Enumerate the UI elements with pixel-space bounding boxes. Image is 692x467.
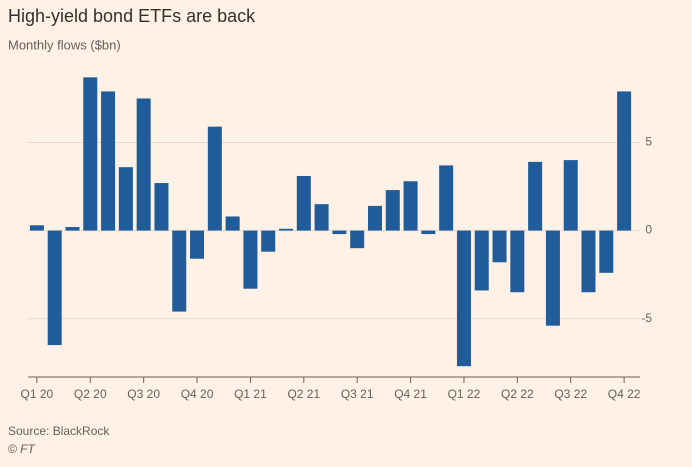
bar <box>385 190 400 231</box>
x-tick-label: Q3 20 <box>127 387 160 401</box>
x-tick-label: Q1 21 <box>234 387 267 401</box>
bar <box>225 216 240 231</box>
bar <box>439 165 454 231</box>
x-tick-label: Q2 22 <box>501 387 534 401</box>
bar <box>279 228 294 231</box>
bar <box>599 230 614 273</box>
bar <box>403 181 418 231</box>
bar <box>118 167 133 231</box>
x-tick-label: Q2 21 <box>287 387 320 401</box>
bar <box>350 230 365 249</box>
bar <box>83 77 98 231</box>
bar <box>47 230 62 346</box>
y-tick-label: 5 <box>645 135 652 149</box>
y-tick-label: 0 <box>645 223 652 237</box>
bar <box>190 230 205 259</box>
bar <box>243 230 258 289</box>
x-tick-label: Q3 22 <box>554 387 587 401</box>
bar <box>581 230 596 293</box>
x-tick-label: Q3 21 <box>341 387 374 401</box>
bar <box>101 91 116 231</box>
y-tick-label: -5 <box>641 311 652 325</box>
bar <box>29 225 44 231</box>
x-tick-label: Q2 20 <box>74 387 107 401</box>
source: Source: BlackRock <box>8 424 110 438</box>
bar <box>296 175 311 231</box>
chart-title: High-yield bond ETFs are back <box>8 6 256 26</box>
x-tick-label: Q1 20 <box>21 387 54 401</box>
bar <box>154 183 169 231</box>
bar <box>367 205 382 231</box>
bar <box>510 230 525 293</box>
bar <box>261 230 276 252</box>
x-tick-label: Q4 22 <box>608 387 641 401</box>
bar <box>172 230 187 312</box>
bar <box>421 230 436 235</box>
bar <box>136 98 151 231</box>
bar <box>474 230 489 291</box>
bar <box>563 160 578 231</box>
x-tick-label: Q4 20 <box>181 387 214 401</box>
chart-subtitle: Monthly flows ($bn) <box>8 37 121 52</box>
x-tick-label: Q1 22 <box>448 387 481 401</box>
bar <box>332 230 347 235</box>
bar <box>314 204 329 231</box>
bar <box>65 227 80 231</box>
bar <box>207 126 222 231</box>
bar <box>492 230 507 263</box>
x-tick-label: Q4 21 <box>394 387 427 401</box>
bar <box>617 91 632 231</box>
bar <box>545 230 560 326</box>
credit: © FT <box>8 442 37 456</box>
bar <box>528 161 543 231</box>
bar <box>456 230 471 367</box>
